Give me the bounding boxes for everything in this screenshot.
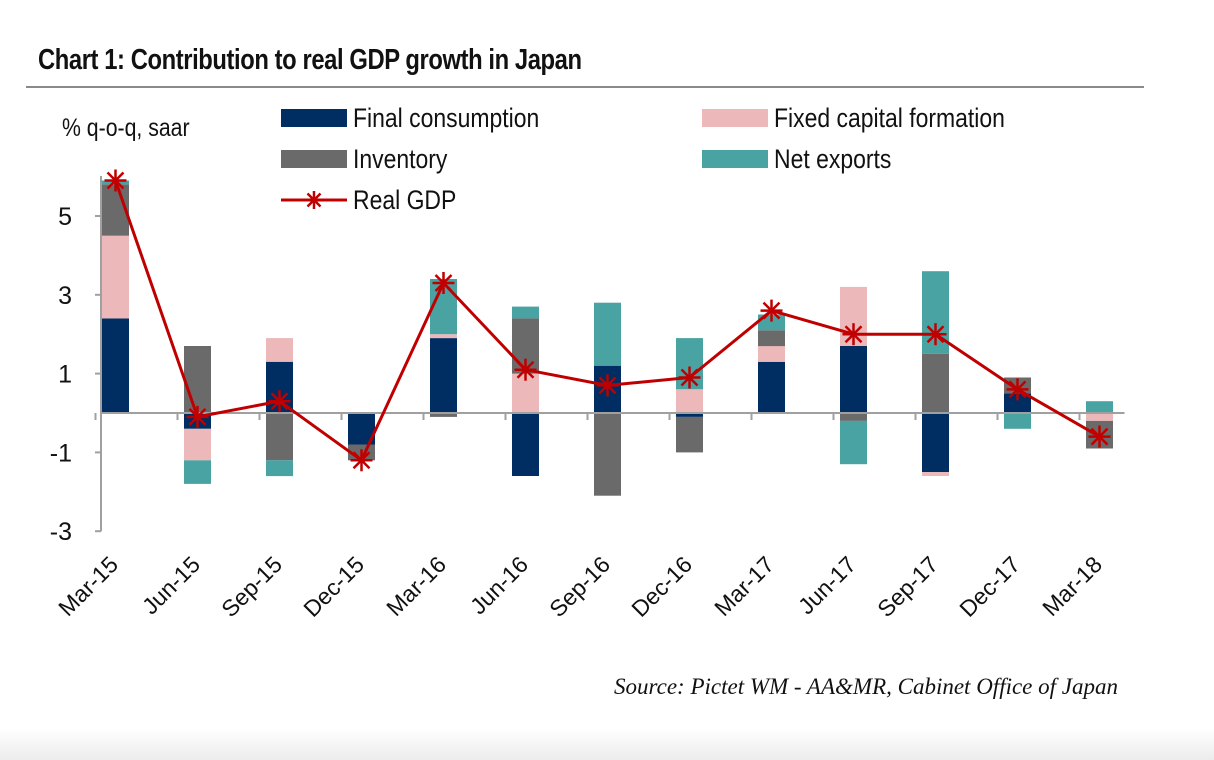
legend-item-net-exports: Net exports [702,142,912,176]
x-tick-label: Dec-17 [954,551,1025,622]
real-gdp-point [514,358,537,381]
legend-swatch-final-consumption [281,109,347,127]
page-bottom-shade [0,728,1214,760]
bar-segment-fixed-capital-formation [184,428,211,461]
bar-segment-net-exports [1004,413,1031,429]
legend-swatch-net-exports [702,150,768,168]
bar-segment-fixed-capital-formation [922,472,949,476]
legend-item-inventory: Inventory [281,142,464,176]
real-gdp-point [924,323,947,346]
legend-item-final-consumption: Final consumption [281,101,572,135]
y-tick-label: 5 [58,203,72,231]
real-gdp-point [268,390,291,413]
y-tick-label: -1 [50,439,72,467]
bar-segment-final-consumption [758,361,785,413]
bars-layer [102,180,1113,496]
bar-segment-fixed-capital-formation [1086,413,1113,421]
chart-title: Chart 1: Contribution to real GDP growth… [38,44,582,76]
x-tick-label: Mar-15 [53,551,123,621]
bar-segment-net-exports [512,306,539,319]
legend-item-real-gdp: Real GDP [281,183,475,217]
bar-segment-inventory [430,413,457,417]
bar-segment-fixed-capital-formation [758,346,785,362]
bar-segment-net-exports [184,460,211,484]
source-note: Source: Pictet WM - AA&MR, Cabinet Offic… [614,674,1118,699]
bar-segment-fixed-capital-formation [102,235,129,319]
legend-label: Real GDP [353,184,457,215]
legend-label: Net exports [774,143,892,174]
bar-segment-inventory [184,346,211,413]
bar-segment-final-consumption [102,318,129,413]
x-tick-label: Mar-18 [1037,551,1107,621]
legend-swatch-fixed-capital-formation [702,109,768,127]
x-tick-label: Jun-16 [465,551,533,619]
y-tick-label: -3 [50,518,72,546]
legend-label: Final consumption [353,102,540,133]
y-tick-label: 1 [58,361,72,389]
bar-segment-final-consumption [676,413,703,417]
bar-segment-net-exports [840,420,867,465]
bar-segment-fixed-capital-formation [430,334,457,339]
real-gdp-point [1088,425,1111,448]
legend-label: Inventory [353,143,448,174]
x-tick-label: Jun-15 [137,551,205,619]
legend-item-fixed-capital-formation: Fixed capital formation [702,101,1046,135]
bar-segment-fixed-capital-formation [266,338,293,362]
x-tick-label: Sep-15 [216,551,287,622]
x-tick-label: Jun-17 [793,551,861,619]
x-tick-label: Mar-17 [709,551,779,621]
bar-segment-final-consumption [1004,393,1031,413]
bar-segment-inventory [266,413,293,461]
bar-segment-inventory [922,353,949,413]
bar-segment-inventory [676,416,703,453]
bar-segment-inventory [758,330,785,347]
real-gdp-point [1006,378,1029,401]
title-divider [26,86,1144,88]
legend-swatch-inventory [281,150,347,168]
real-gdp-point [596,374,619,397]
real-gdp-point [104,169,127,192]
bar-segment-inventory [840,413,867,421]
bar-segment-net-exports [266,460,293,477]
x-tick-label: Sep-17 [872,551,943,622]
bar-segment-net-exports [1086,401,1113,413]
y-tick-label: 3 [58,282,72,310]
bar-segment-fixed-capital-formation [676,389,703,413]
y-axis-unit-label: % q-o-q, saar [62,114,190,142]
real-gdp-point [678,366,701,389]
legend-line-marker-real-gdp [281,191,347,209]
bar-segment-inventory [594,413,621,496]
real-gdp-point [350,449,373,472]
x-tick-label: Sep-16 [544,551,615,622]
asterisk-marker-icon [305,191,323,209]
axes-layer [94,176,1125,533]
bar-segment-final-consumption [430,338,457,413]
x-tick-label: Dec-15 [298,551,369,622]
real-gdp-line-layer [104,169,1111,472]
real-gdp-point [186,405,209,428]
x-tick-label: Mar-16 [381,551,451,621]
real-gdp-point [842,323,865,346]
bar-segment-final-consumption [922,413,949,473]
legend-label: Fixed capital formation [774,102,1005,133]
bar-segment-final-consumption [512,413,539,476]
bar-segment-net-exports [594,302,621,366]
x-tick-label: Dec-16 [626,551,697,622]
real-gdp-point [760,299,783,322]
real-gdp-point [432,272,455,294]
bar-segment-final-consumption [840,346,867,413]
